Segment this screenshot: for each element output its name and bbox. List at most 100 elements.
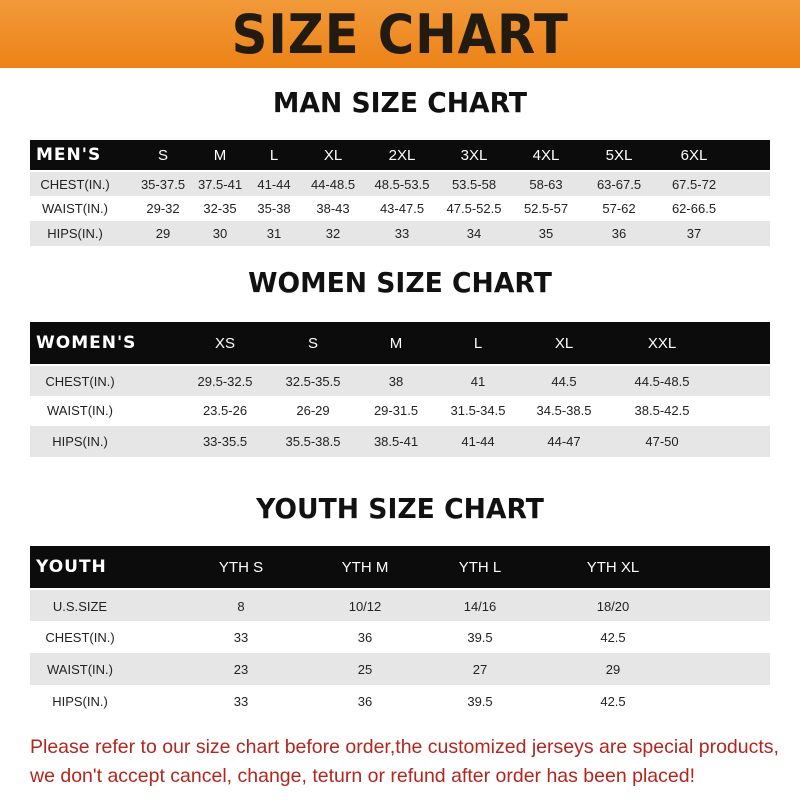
size-header-cell: YTH M — [341, 558, 389, 576]
value-cell: 33 — [394, 226, 410, 241]
size-header-cell: M — [389, 334, 403, 352]
size-header-cell: 4XL — [532, 146, 560, 164]
value-cell: 37 — [686, 226, 702, 241]
measure-label-cell: CHEST(IN.) — [45, 373, 115, 389]
order-notice: Please refer to our size chart before or… — [30, 733, 790, 791]
value-cell: 29 — [605, 661, 621, 677]
value-cell: 35 — [538, 226, 554, 241]
size-header-cell: 6XL — [680, 146, 708, 164]
table-title-cell: YOUTH — [36, 557, 107, 577]
notice-line-2: we don't accept cancel, change, teturn o… — [30, 765, 695, 787]
value-cell: 29-31.5 — [373, 403, 419, 419]
size-chart-banner: SIZE CHART — [0, 0, 800, 68]
value-cell: 53.5-58 — [451, 177, 497, 192]
value-cell: 36 — [357, 693, 373, 709]
table-row: WAIST(IN.) 23.5-26 26-29 29-31.5 31.5-34.5 34… — [30, 395, 770, 426]
value-cell: 33-35.5 — [202, 433, 248, 449]
value-cell: 29 — [155, 226, 171, 241]
measure-label-cell: WAIST(IN.) — [47, 403, 113, 419]
value-cell: 42.5 — [600, 693, 626, 709]
size-header-cell: 5XL — [605, 146, 633, 164]
value-cell: 27 — [472, 661, 488, 677]
value-cell: 14/16 — [463, 598, 497, 614]
measure-label-cell: CHEST(IN.) — [45, 629, 115, 645]
value-cell: 36 — [611, 226, 627, 241]
value-cell: 23.5-26 — [202, 403, 248, 419]
men-section-title: MAN SIZE CHART — [272, 86, 528, 119]
value-cell: 33 — [233, 629, 249, 645]
value-cell: 34.5-38.5 — [536, 403, 592, 419]
value-cell: 31 — [266, 226, 282, 241]
measure-label-cell: CHEST(IN.) — [40, 177, 110, 192]
value-cell: 32-35 — [203, 201, 237, 216]
value-cell: 37.5-41 — [197, 177, 243, 192]
value-cell: 8 — [237, 598, 245, 614]
value-cell: 39.5 — [467, 629, 493, 645]
value-cell: 47-50 — [645, 433, 679, 449]
size-header-cell: XL — [554, 334, 574, 352]
value-cell: 41-44 — [461, 433, 495, 449]
value-cell: 44.5 — [551, 373, 577, 389]
value-cell: 44-48.5 — [310, 177, 356, 192]
value-cell: 38.5-42.5 — [634, 403, 690, 419]
table-row: CHEST(IN.) 29.5-32.5 32.5-35.5 38 41 44.5 44.5… — [30, 366, 770, 397]
value-cell: 30 — [212, 226, 228, 241]
table-row: U.S.SIZE 8 10/12 14/16 18/20 — [30, 590, 770, 622]
value-cell: 32.5-35.5 — [285, 373, 341, 389]
table-title-cell: MEN'S — [36, 145, 102, 165]
value-cell: 44-47 — [547, 433, 581, 449]
value-cell: 43-47.5 — [379, 201, 425, 216]
table-row: CHEST(IN.) 33 36 39.5 42.5 — [30, 621, 770, 653]
value-cell: 32 — [325, 226, 341, 241]
size-header-cell: L — [269, 146, 279, 164]
table-row: WAIST(IN.) 23 25 27 29 — [30, 653, 770, 685]
size-header-cell: XXL — [647, 334, 677, 352]
banner-title: SIZE CHART — [231, 2, 569, 66]
men-header-row: MEN'S S M L XL 2XL 3XL 4XL 5XL 6XL — [30, 140, 770, 170]
measure-label-cell: HIPS(IN.) — [52, 433, 108, 449]
size-header-cell: S — [307, 334, 318, 352]
measure-label-cell: WAIST(IN.) — [42, 201, 108, 216]
youth-section-title: YOUTH SIZE CHART — [256, 492, 544, 525]
value-cell: 35-37.5 — [140, 177, 186, 192]
measure-label-cell: HIPS(IN.) — [52, 693, 108, 709]
value-cell: 38 — [388, 373, 404, 389]
value-cell: 52.5-57 — [523, 201, 569, 216]
value-cell: 33 — [233, 693, 249, 709]
value-cell: 48.5-53.5 — [374, 177, 430, 192]
value-cell: 36 — [357, 629, 373, 645]
size-header-cell: M — [213, 146, 227, 164]
size-header-cell: L — [473, 334, 483, 352]
value-cell: 38-43 — [316, 201, 350, 216]
value-cell: 41-44 — [257, 177, 291, 192]
value-cell: 42.5 — [600, 629, 626, 645]
value-cell: 35.5-38.5 — [285, 433, 341, 449]
value-cell: 25 — [357, 661, 373, 677]
value-cell: 63-67.5 — [596, 177, 642, 192]
table-row: HIPS(IN.) 33 36 39.5 42.5 — [30, 685, 770, 717]
value-cell: 10/12 — [348, 598, 382, 614]
table-row: CHEST(IN.) 35-37.5 37.5-41 41-44 44-48.5 48.5… — [30, 172, 770, 197]
measure-label-cell: U.S.SIZE — [52, 598, 108, 614]
value-cell: 23 — [233, 661, 249, 677]
value-cell: 29-32 — [146, 201, 180, 216]
value-cell: 34 — [466, 226, 482, 241]
youth-header-row: YOUTH YTH S YTH M YTH L YTH XL — [30, 546, 770, 588]
size-header-cell: S — [157, 146, 168, 164]
value-cell: 62-66.5 — [671, 201, 717, 216]
size-header-cell: YTH XL — [586, 558, 640, 576]
table-row: HIPS(IN.) 29 30 31 32 33 34 35 36 37 — [30, 221, 770, 246]
size-header-cell: YTH L — [458, 558, 502, 576]
value-cell: 47.5-52.5 — [446, 201, 502, 216]
value-cell: 41 — [470, 373, 486, 389]
women-header-row: WOMEN'S XS S M L XL XXL — [30, 322, 770, 364]
size-header-cell: YTH S — [218, 558, 264, 576]
table-title-cell: WOMEN'S — [36, 333, 137, 353]
value-cell: 18/20 — [596, 598, 630, 614]
value-cell: 67.5-72 — [671, 177, 717, 192]
value-cell: 26-29 — [296, 403, 330, 419]
value-cell: 31.5-34.5 — [450, 403, 506, 419]
value-cell: 35-38 — [257, 201, 291, 216]
measure-label-cell: HIPS(IN.) — [47, 226, 103, 241]
size-header-cell: 3XL — [460, 146, 488, 164]
